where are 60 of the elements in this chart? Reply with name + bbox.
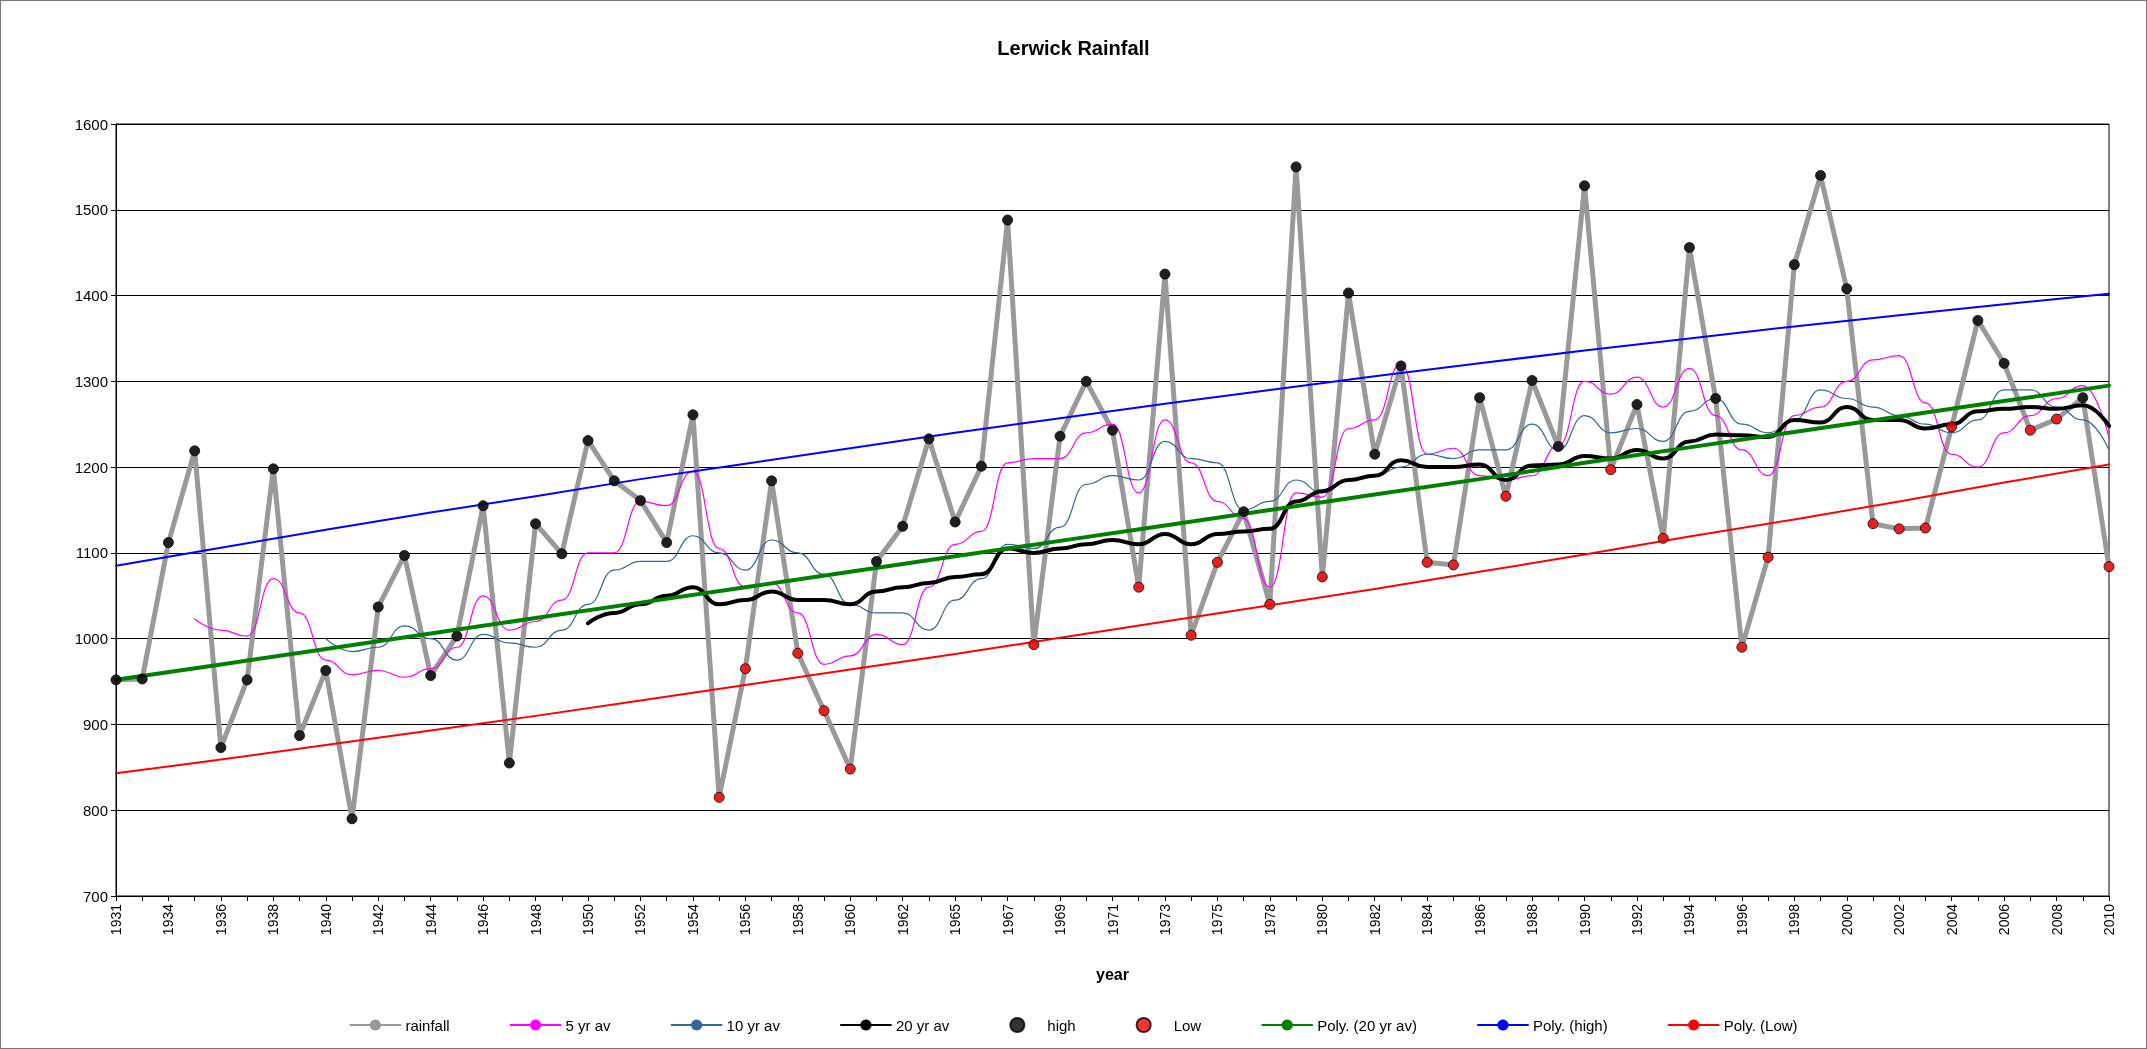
x-tick-label: 1936 — [212, 903, 229, 936]
x-tick-label: 1969 — [1052, 903, 1069, 936]
x-tick-label: 1960 — [842, 903, 859, 936]
x-tick-label: 1994 — [1681, 903, 1698, 936]
x-tick-label: 1975 — [1209, 903, 1226, 936]
x-tick-label: 1967 — [999, 903, 1016, 936]
x-tick-label: 1996 — [1733, 903, 1750, 936]
x-tick-label: 1962 — [894, 903, 911, 936]
x-tick-label: 1950 — [580, 903, 597, 936]
y-tick-label: 1300 — [74, 372, 108, 390]
x-tick-label: 1982 — [1366, 903, 1383, 936]
legend-label: Poly. (high) — [1532, 1016, 1608, 1034]
chart-title: Lerwick Rainfall — [997, 37, 1150, 59]
x-tick-label: 1998 — [1786, 903, 1803, 936]
x-tick-label: 1934 — [160, 903, 177, 936]
legend-label: Poly. (20 yr av) — [1317, 1016, 1417, 1034]
legend-label: 20 yr av — [895, 1016, 950, 1034]
y-tick-label: 1100 — [75, 544, 108, 562]
y-tick-label: 1500 — [74, 201, 108, 219]
x-tick-label: 1944 — [422, 903, 439, 936]
x-tick-label: 2006 — [1996, 903, 2013, 936]
x-tick-label: 1992 — [1628, 903, 1645, 936]
x-tick-label: 1973 — [1156, 903, 1173, 936]
x-tick-label: 1942 — [370, 903, 387, 936]
y-tick-label: 800 — [82, 801, 108, 819]
y-tick-label: 1200 — [74, 458, 108, 476]
x-tick-label: 1986 — [1471, 903, 1488, 936]
x-axis-title: year — [1096, 965, 1129, 983]
x-tick-label: 1990 — [1576, 903, 1593, 936]
x-tick-label: 1980 — [1314, 903, 1331, 936]
x-tick-label: 1978 — [1261, 903, 1278, 936]
y-tick-label: 700 — [82, 887, 108, 905]
x-tick-label: 2002 — [1891, 903, 1908, 936]
legend-label: high — [1047, 1016, 1076, 1034]
legend-label: rainfall — [405, 1016, 450, 1034]
y-tick-label: 1000 — [74, 630, 108, 648]
x-tick-label: 1971 — [1104, 903, 1121, 936]
x-tick-label: 1958 — [789, 903, 806, 936]
legend-label: Poly. (Low) — [1723, 1016, 1798, 1034]
x-tick-label: 1984 — [1419, 903, 1436, 936]
x-tick-label: 1952 — [632, 903, 649, 936]
x-tick-label: 1948 — [527, 903, 544, 936]
x-tick-label: 1965 — [947, 903, 964, 936]
x-tick-label: 2000 — [1838, 903, 1855, 936]
legend-label: Low — [1173, 1016, 1202, 1034]
legend-label: 5 yr av — [565, 1016, 612, 1034]
x-tick-label: 1946 — [475, 903, 492, 936]
x-tick-label: 1954 — [684, 903, 701, 936]
x-tick-label: 1931 — [108, 903, 124, 936]
x-tick-label: 1940 — [317, 903, 334, 936]
x-tick-label: 1956 — [737, 903, 754, 936]
y-tick-label: 1400 — [74, 287, 108, 305]
x-tick-label: 2010 — [2101, 903, 2117, 936]
y-tick-label: 1600 — [74, 115, 108, 133]
x-tick-label: 2004 — [1943, 903, 1960, 936]
legend-label: 10 yr av — [726, 1016, 781, 1034]
y-tick-label: 900 — [82, 715, 108, 733]
x-tick-label: 1988 — [1524, 903, 1541, 936]
x-tick-label: 2008 — [2048, 903, 2065, 936]
x-tick-label: 1938 — [265, 903, 282, 936]
